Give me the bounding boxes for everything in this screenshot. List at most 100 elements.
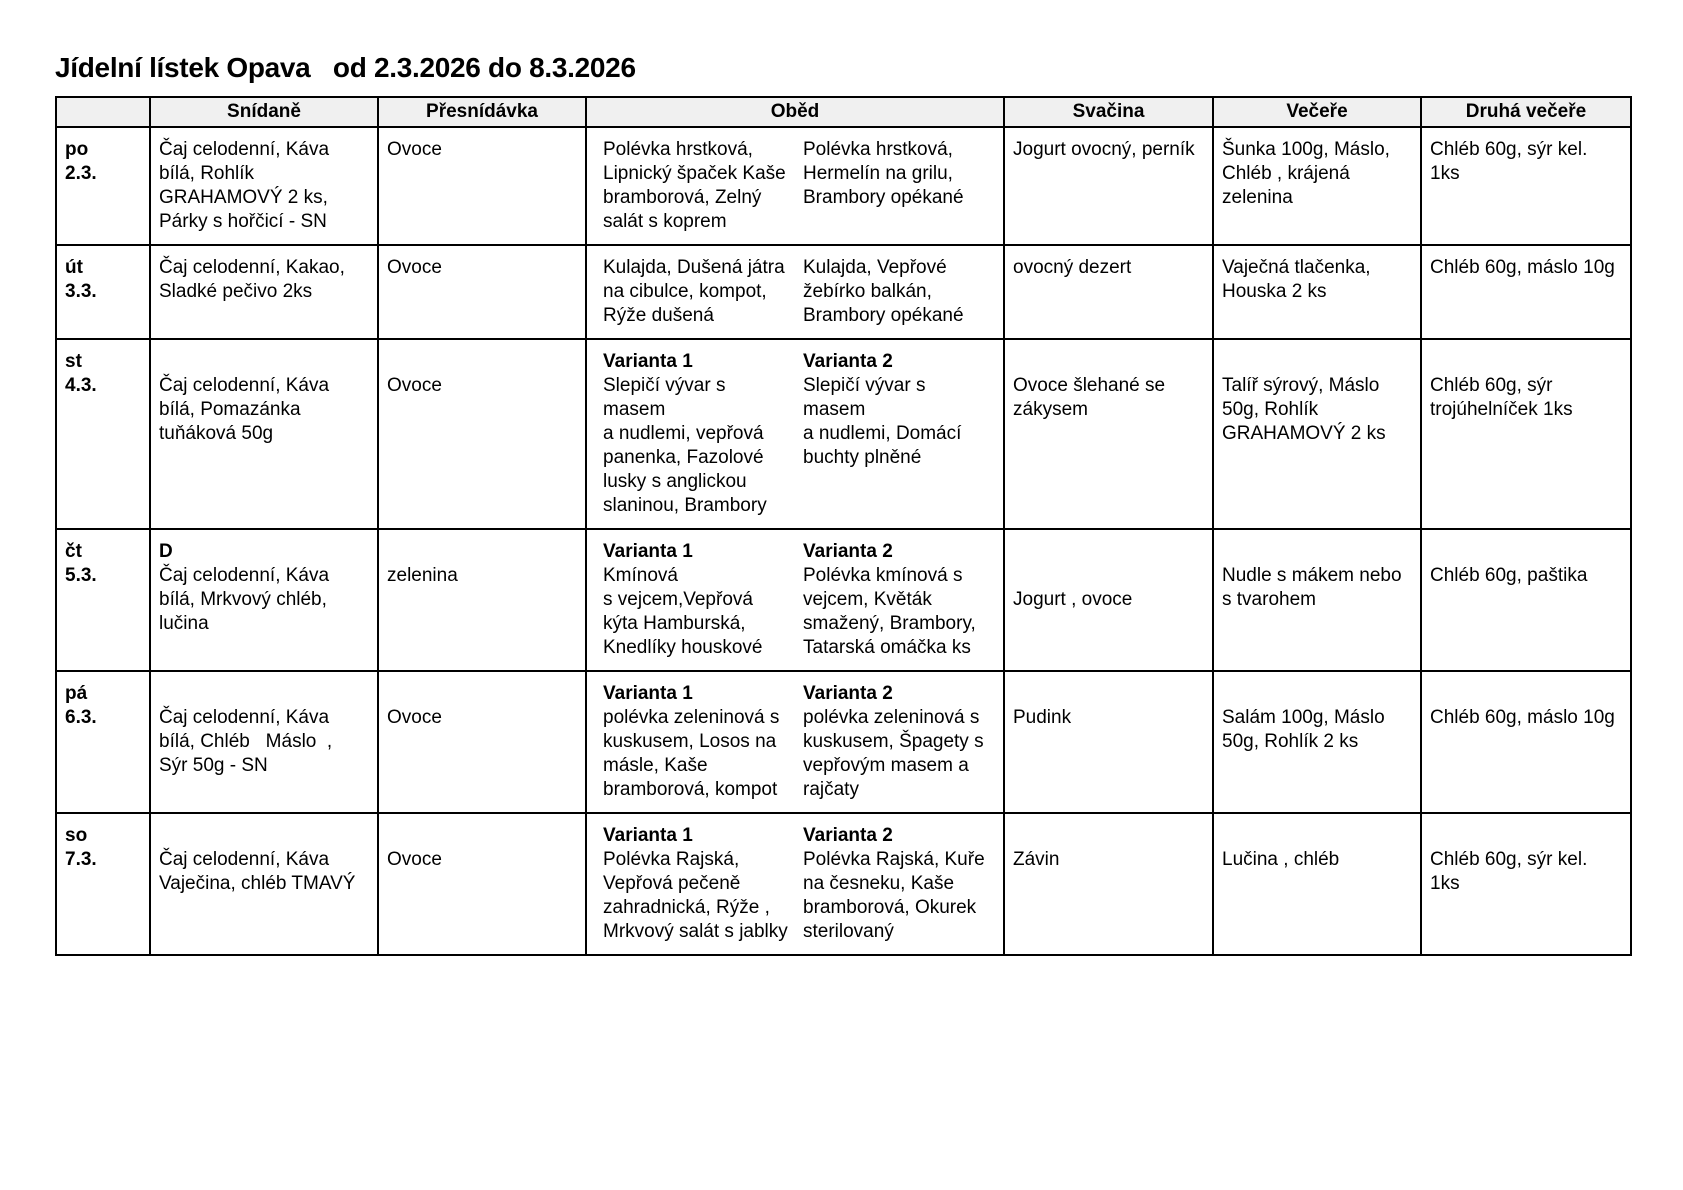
day-date: 2.3. — [65, 163, 97, 184]
menu-table-row: pá 6.3. Čaj celodenní, Káva bílá, Chléb M… — [55, 670, 1632, 814]
svacina-cell: Závin — [1003, 812, 1214, 956]
obed-cell: Polévka hrstková, Lipnický špaček Kaše b… — [585, 126, 1005, 246]
menu-document: Jídelní lístek Opava od 2.3.2026 do 8.3.… — [55, 52, 1632, 956]
varianta-2-label: Varianta 2 — [803, 825, 893, 846]
vecere-text: Talíř sýrový, Máslo 50g, Rohlík GRAHAMOV… — [1222, 375, 1386, 444]
vecere-text: Lučina , chléb — [1222, 849, 1340, 870]
varianta-1-label: Varianta 1 — [603, 683, 693, 704]
obed-varianta-1-text: Polévka hrstková, Lipnický špaček Kaše b… — [603, 139, 786, 232]
druha-vecere-cell: Chléb 60g, sýr kel. 1ks — [1420, 126, 1632, 246]
obed-varianta-2: Varianta 2 Slepičí vývar s masem a nudlem… — [795, 350, 995, 518]
presnidavka-cell: Ovoce — [377, 670, 587, 814]
svacina-cell: Pudink — [1003, 670, 1214, 814]
header-presnidavka: Přesnídávka — [377, 96, 587, 128]
snidane-text: Čaj celodenní, Káva bílá, Chléb Máslo , … — [159, 707, 333, 776]
svacina-cell: ovocný dezert — [1003, 244, 1214, 340]
obed-varianta-2-text: Slepičí vývar s masem a nudlemi, Domácí … — [803, 375, 962, 468]
obed-cell: Kulajda, Dušená játra na cibulce, kompot… — [585, 244, 1005, 340]
day-cell: so 7.3. — [55, 812, 151, 956]
snidane-cell: Čaj celodenní, Káva bílá, Rohlík GRAHAMO… — [149, 126, 379, 246]
obed-varianta-2: Polévka hrstková, Hermelín na grilu, Bra… — [795, 138, 995, 234]
vecere-cell: Lučina , chléb — [1212, 812, 1422, 956]
druha-vecere-text: Chléb 60g, sýr kel. 1ks — [1430, 849, 1588, 894]
obed-cell: Varianta 1 polévka zeleninová s kuskusem,… — [585, 670, 1005, 814]
obed-varianta-2-text: Polévka hrstková, Hermelín na grilu, Bra… — [803, 139, 964, 208]
diet-label: D — [159, 541, 173, 562]
obed-varianta-2: Kulajda, Vepřové žebírko balkán, Brambor… — [795, 256, 995, 328]
obed-varianta-1-text: Kmínová s vejcem,Vepřová kýta Hamburská,… — [603, 565, 763, 658]
obed-varianta-2: Varianta 2 polévka zeleninová s kuskusem,… — [795, 682, 995, 802]
presnidavka-cell: Ovoce — [377, 126, 587, 246]
druha-vecere-text: Chléb 60g, paštika — [1430, 565, 1588, 586]
obed-varianta-2: Varianta 2 Polévka Rajská, Kuře na česnek… — [795, 824, 995, 944]
day-abbr: st — [65, 351, 82, 372]
obed-varianta-1: Kulajda, Dušená játra na cibulce, kompot… — [595, 256, 795, 328]
page-title: Jídelní lístek Opava od 2.3.2026 do 8.3.… — [55, 52, 636, 83]
vecere-cell: Salám 100g, Máslo 50g, Rohlík 2 ks — [1212, 670, 1422, 814]
vecere-cell: Šunka 100g, Máslo, Chléb , krájená zelen… — [1212, 126, 1422, 246]
snidane-cell: Čaj celodenní, Káva Vaječina, chléb TMAV… — [149, 812, 379, 956]
svacina-text: Závin — [1013, 849, 1060, 870]
vecere-cell: Talíř sýrový, Máslo 50g, Rohlík GRAHAMOV… — [1212, 338, 1422, 530]
svacina-cell: Jogurt , ovoce — [1003, 528, 1214, 672]
menu-table-row: út 3.3. Čaj celodenní, Kakao, Sladké peči… — [55, 244, 1632, 340]
obed-varianta-2: Varianta 2 Polévka kmínová s vejcem, Květ… — [795, 540, 995, 660]
obed-varianta-1-text: Polévka Rajská, Vepřová pečeně zahradnic… — [603, 849, 788, 942]
day-date: 4.3. — [65, 375, 97, 396]
druha-vecere-cell: Chléb 60g, máslo 10g — [1420, 670, 1632, 814]
day-abbr: čt — [65, 541, 82, 562]
varianta-2-label: Varianta 2 — [803, 683, 893, 704]
obed-varianta-1-text: Slepičí vývar s masem a nudlemi, vepřová… — [603, 375, 767, 516]
menu-table: Snídaně Přesnídávka Oběd Svačina Večeře … — [55, 96, 1632, 956]
presnidavka-text: Ovoce — [387, 707, 442, 728]
svacina-text: Jogurt ovocný, perník — [1013, 139, 1195, 160]
snidane-cell: D Čaj celodenní, Káva bílá, Mrkvový chléb… — [149, 528, 379, 672]
presnidavka-text: Ovoce — [387, 257, 442, 278]
druha-vecere-cell: Chléb 60g, sýr kel. 1ks — [1420, 812, 1632, 956]
day-cell: pá 6.3. — [55, 670, 151, 814]
obed-varianta-1-text: polévka zeleninová s kuskusem, Losos na … — [603, 707, 780, 800]
day-date: 5.3. — [65, 565, 97, 586]
svacina-text: Ovoce šlehané se zákysem — [1013, 375, 1166, 420]
day-cell: po 2.3. — [55, 126, 151, 246]
obed-cell: Varianta 1 Polévka Rajská, Vepřová pečeně… — [585, 812, 1005, 956]
presnidavka-text: Ovoce — [387, 849, 442, 870]
day-cell: čt 5.3. — [55, 528, 151, 672]
svacina-text: ovocný dezert — [1013, 257, 1132, 278]
snidane-cell: Čaj celodenní, Kakao, Sladké pečivo 2ks — [149, 244, 379, 340]
snidane-text: Čaj celodenní, Káva bílá, Pomazánka tuňá… — [159, 375, 330, 444]
obed-varianta-1: Varianta 1 polévka zeleninová s kuskusem,… — [595, 682, 795, 802]
snidane-text: Čaj celodenní, Kakao, Sladké pečivo 2ks — [159, 257, 345, 302]
presnidavka-cell: Ovoce — [377, 244, 587, 340]
header-day — [55, 96, 151, 128]
header-druha-vecere: Druhá večeře — [1420, 96, 1632, 128]
obed-cell: Varianta 1 Slepičí vývar s masem a nudlem… — [585, 338, 1005, 530]
header-vecere: Večeře — [1212, 96, 1422, 128]
vecere-cell: Nudle s mákem nebo s tvarohem — [1212, 528, 1422, 672]
day-abbr: út — [65, 257, 83, 278]
svacina-cell: Jogurt ovocný, perník — [1003, 126, 1214, 246]
varianta-2-label: Varianta 2 — [803, 541, 893, 562]
druha-vecere-cell: Chléb 60g, paštika — [1420, 528, 1632, 672]
svacina-text: Pudink — [1013, 707, 1072, 728]
day-date: 6.3. — [65, 707, 97, 728]
day-date: 7.3. — [65, 849, 97, 870]
menu-table-body: po 2.3. Čaj celodenní, Káva bílá, Rohlík … — [55, 126, 1632, 956]
presnidavka-cell: Ovoce — [377, 812, 587, 956]
svacina-text: Jogurt , ovoce — [1013, 589, 1133, 610]
snidane-text: Čaj celodenní, Káva bílá, Rohlík GRAHAMO… — [159, 139, 330, 232]
menu-table-row: po 2.3. Čaj celodenní, Káva bílá, Rohlík … — [55, 126, 1632, 246]
day-cell: út 3.3. — [55, 244, 151, 340]
presnidavka-cell: Ovoce — [377, 338, 587, 530]
table-header-row: Snídaně Přesnídávka Oběd Svačina Večeře … — [55, 96, 1632, 128]
menu-table-row: čt 5.3. D Čaj celodenní, Káva bílá, Mrkvov… — [55, 528, 1632, 672]
menu-table-row: st 4.3. Čaj celodenní, Káva bílá, Pomazán… — [55, 338, 1632, 530]
vecere-cell: Vaječná tlačenka, Houska 2 ks — [1212, 244, 1422, 340]
presnidavka-text: Ovoce — [387, 375, 442, 396]
day-abbr: so — [65, 825, 88, 846]
snidane-cell: Čaj celodenní, Káva bílá, Pomazánka tuňá… — [149, 338, 379, 530]
presnidavka-text: zelenina — [387, 565, 458, 586]
vecere-text: Salám 100g, Máslo 50g, Rohlík 2 ks — [1222, 707, 1385, 752]
snidane-text: Čaj celodenní, Káva bílá, Mrkvový chléb,… — [159, 565, 330, 634]
varianta-1-label: Varianta 1 — [603, 541, 693, 562]
